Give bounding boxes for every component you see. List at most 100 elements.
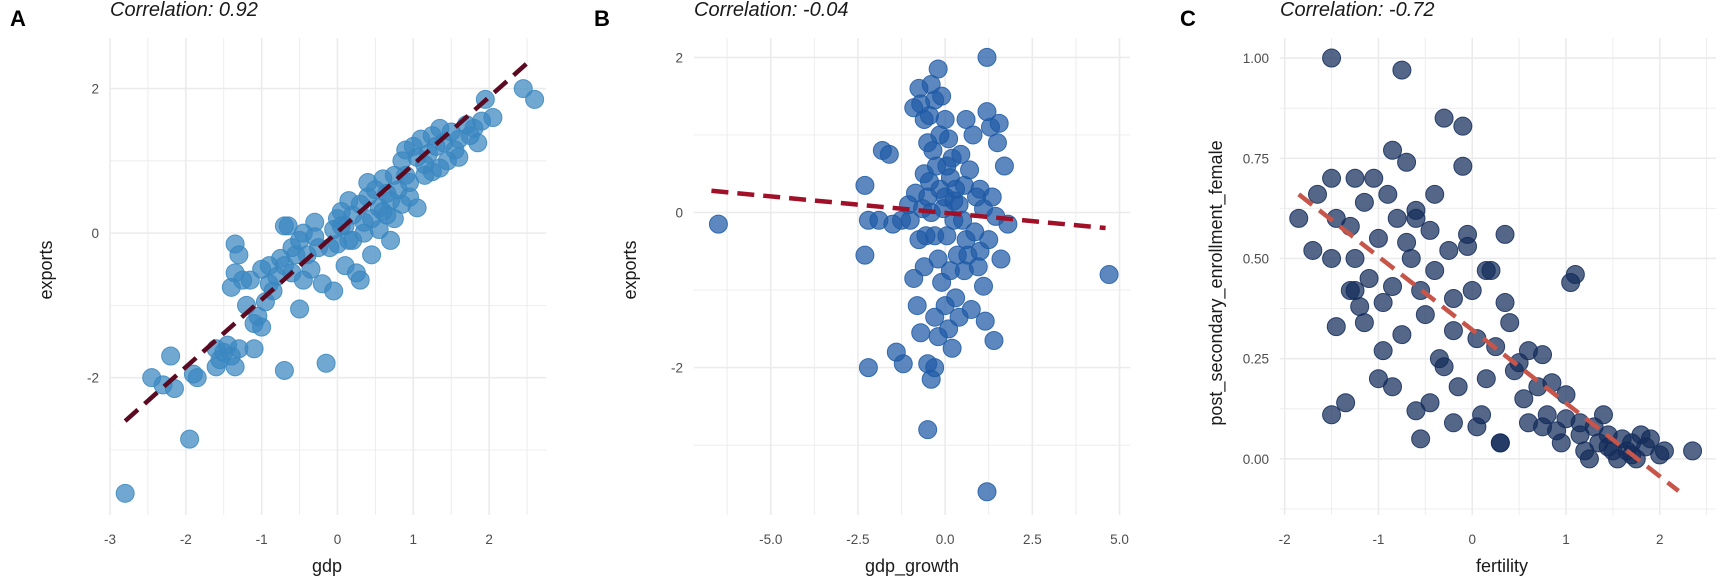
panel-a-data-point	[115, 483, 135, 503]
panel-a-ytick-label: 0	[91, 226, 99, 241]
panel-a-data-point	[400, 187, 420, 207]
panel-b-data-point	[935, 187, 955, 207]
panel-a-data-point	[301, 259, 321, 279]
panel-b-data-point	[858, 358, 878, 378]
panel-c-data-point	[1683, 441, 1703, 461]
panel-c-data-point	[1303, 240, 1323, 260]
panel-c-data-point	[1443, 413, 1463, 433]
panel-a-xtick-label: -1	[256, 532, 268, 547]
panel-c-data-point	[1593, 405, 1613, 425]
panel-c-data-point	[1476, 369, 1496, 389]
panel-c-data-point	[1420, 220, 1440, 240]
panel-b-title: Correlation: -0.04	[694, 0, 849, 21]
panel-b-xtick-label: 2.5	[1023, 532, 1042, 547]
panel-c-data-point	[1354, 192, 1374, 212]
panel-c-data-point	[1383, 377, 1403, 397]
panel-c-trend-line	[1297, 192, 1680, 493]
panel-c-data-point	[1467, 417, 1487, 437]
panel-b-data-point	[954, 175, 974, 195]
panel-a-data-point	[468, 133, 488, 153]
panel-c-data-point	[1401, 248, 1421, 268]
panel-c-data-point	[1551, 433, 1571, 453]
panel-c-data-point	[1453, 116, 1473, 136]
panel-b-data-point	[855, 245, 875, 265]
panel-b-data-point	[907, 296, 927, 316]
panel-a-data-point	[229, 245, 249, 265]
panel-a-data-point	[335, 256, 355, 276]
panel-b: B Correlation: -0.04 -5.0 -2.5 0.0 2.5 5.0 -…	[594, 0, 1130, 576]
panel-b-data-point	[893, 354, 913, 374]
panel-c-data-point	[1368, 228, 1388, 248]
panel-b-data-point	[919, 106, 939, 126]
panel-a-data-point	[339, 191, 359, 211]
panel-a-data-point	[324, 281, 344, 301]
panel-b-ytick-label: -2	[671, 361, 683, 376]
panel-a-ytick-label: 2	[91, 82, 99, 97]
panel-b-data-point	[994, 156, 1014, 176]
panel-c-data-point	[1654, 441, 1674, 461]
panel-c-data-point	[1326, 317, 1346, 337]
panel-b-data-point	[982, 187, 1002, 207]
panel-c-data-point	[1500, 313, 1520, 333]
panel-a-data-point	[483, 108, 503, 127]
panel-c-title: Correlation: -0.72	[1280, 0, 1435, 21]
panel-b-data-point	[977, 482, 997, 502]
panel-a-data-point	[225, 357, 245, 377]
panel-a-title: Correlation: 0.92	[110, 0, 258, 21]
panel-c-data-point	[1462, 281, 1482, 301]
panel-a-xtick-label: -2	[180, 532, 192, 547]
panel-c-ytick-label: 1.00	[1243, 51, 1269, 66]
panel-c-data-point	[1322, 168, 1342, 188]
panel-b-data-point	[989, 113, 1009, 133]
panel-b-data-point	[968, 257, 988, 277]
panel-c-data-point	[1434, 357, 1454, 377]
panel-b-data-point	[942, 338, 962, 358]
panel-b-data-point	[946, 288, 966, 308]
panel-c-data-point	[1411, 429, 1431, 449]
panel-b-label: B	[594, 6, 610, 31]
panel-c-data-point	[1640, 429, 1660, 449]
panel-a-data-point	[206, 357, 226, 377]
panel-a-data-point	[290, 299, 310, 319]
panel-b-data-point	[919, 171, 939, 191]
panel-c: C Correlation: -0.72 -2 -1 0 1 2 0.00 0.25 0.5…	[1180, 0, 1716, 576]
panel-b-data-point	[961, 299, 981, 319]
panel-c-data-point	[1364, 168, 1384, 188]
panel-b-xtick-label: 5.0	[1110, 532, 1129, 547]
panel-b-data-point	[879, 144, 899, 164]
panel-c-ytick-label: 0.00	[1243, 452, 1269, 467]
panel-c-data-point	[1490, 433, 1510, 453]
panel-c-data-point	[1378, 184, 1398, 204]
panel-b-xtick-label: 0.0	[936, 532, 955, 547]
panel-c-ytick-label: 0.75	[1243, 151, 1269, 166]
panel-c-data-point	[1439, 240, 1459, 260]
panel-c-data-point	[1373, 293, 1393, 313]
panel-a-data-point	[274, 360, 294, 380]
panel-c-data-point	[1425, 184, 1445, 204]
panel-b-data-point	[937, 156, 957, 176]
panel-b-ylabel: exports	[620, 240, 640, 299]
panel-a-xtick-label: 2	[485, 532, 493, 547]
panel-b-data-point	[1099, 265, 1119, 285]
panel-c-data-point	[1406, 208, 1426, 228]
panel-b-data-point	[914, 257, 934, 277]
panel-a-xtick-label: 1	[410, 532, 418, 547]
panel-b-data-point	[991, 249, 1011, 269]
panel-c-data-point	[1443, 321, 1463, 341]
panel-a-data-point	[396, 140, 416, 160]
panel-b-data-point	[909, 230, 929, 250]
panel-a-ytick-label: -2	[87, 371, 99, 386]
panel-a-data-point	[350, 270, 370, 290]
panel-b-xtick-label: -5.0	[759, 532, 782, 547]
panel-c-xtick-label: 0	[1468, 532, 1476, 547]
panel-b-data-point	[974, 276, 994, 296]
panel-c-data-point	[1556, 385, 1576, 405]
panel-a-xtick-label: -3	[104, 532, 116, 547]
panel-b-data-point	[911, 323, 931, 343]
panel-c-data-point	[1383, 277, 1403, 297]
panel-c-data-point	[1443, 289, 1463, 309]
panel-a-data-point	[362, 245, 382, 265]
panel-c-data-point	[1322, 48, 1342, 68]
